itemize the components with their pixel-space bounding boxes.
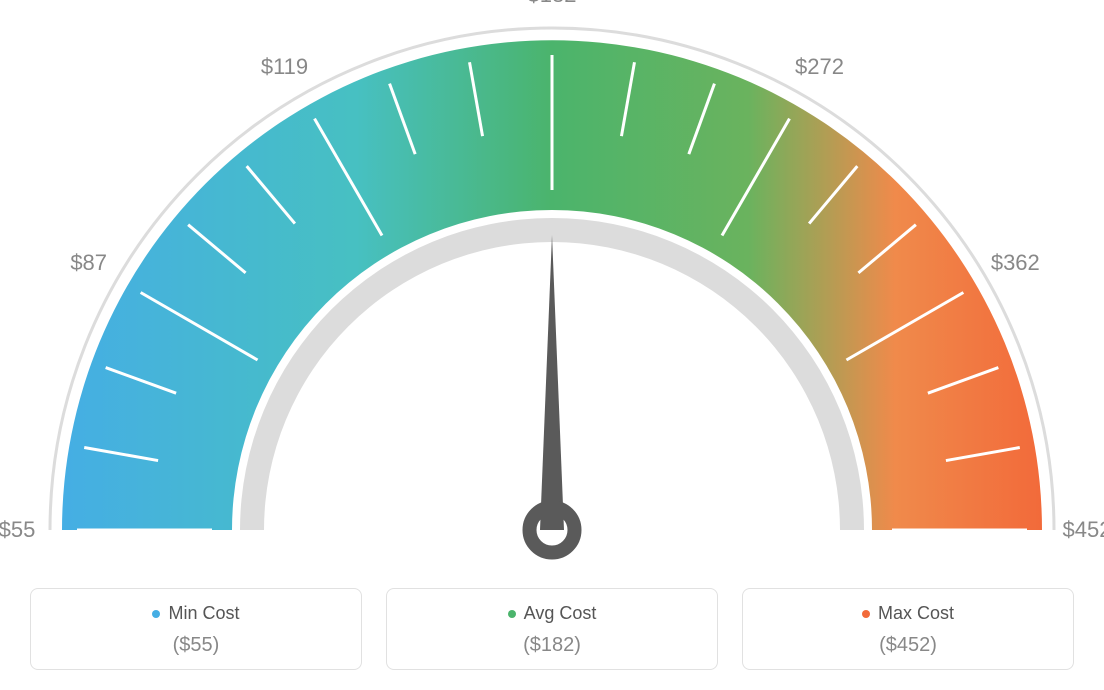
dot-icon xyxy=(152,610,160,618)
cost-gauge: $55 $87 $119 $182 $272 $362 $452 xyxy=(0,0,1104,560)
legend-card-min: Min Cost ($55) xyxy=(30,588,362,670)
legend-title-max: Max Cost xyxy=(862,603,954,624)
legend-row: Min Cost ($55) Avg Cost ($182) Max Cost … xyxy=(0,588,1104,670)
legend-label: Min Cost xyxy=(168,603,239,624)
legend-value-avg: ($182) xyxy=(397,634,707,657)
gauge-svg xyxy=(0,0,1104,560)
legend-title-avg: Avg Cost xyxy=(508,603,597,624)
legend-value-max: ($452) xyxy=(753,634,1063,657)
gauge-tick-label: $362 xyxy=(991,250,1040,276)
gauge-tick-label: $272 xyxy=(795,54,844,80)
dot-icon xyxy=(508,610,516,618)
legend-label: Avg Cost xyxy=(524,603,597,624)
legend-label: Max Cost xyxy=(878,603,954,624)
legend-title-min: Min Cost xyxy=(152,603,239,624)
gauge-tick-label: $119 xyxy=(261,54,308,80)
dot-icon xyxy=(862,610,870,618)
legend-card-avg: Avg Cost ($182) xyxy=(386,588,718,670)
legend-value-min: ($55) xyxy=(41,634,351,657)
gauge-tick-label: $182 xyxy=(528,0,577,8)
gauge-tick-label: $87 xyxy=(70,250,107,276)
gauge-tick-label: $55 xyxy=(0,517,35,543)
legend-card-max: Max Cost ($452) xyxy=(742,588,1074,670)
gauge-tick-label: $452 xyxy=(1063,517,1104,543)
